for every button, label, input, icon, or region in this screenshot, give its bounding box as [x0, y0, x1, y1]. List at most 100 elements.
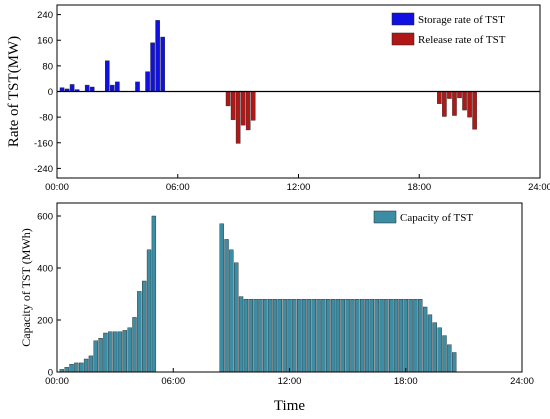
bar-2-s1-42: [316, 299, 321, 373]
bar-2-s1-61: [408, 299, 413, 373]
bar-2-s1-9: [98, 338, 103, 373]
bar-2-s1-34: [277, 299, 282, 373]
legend-swatch-1-2: [391, 32, 415, 46]
bar-2-s1-53: [369, 299, 375, 373]
bar-2-s1-40: [306, 299, 312, 373]
bar-2-s1-14: [122, 330, 128, 373]
bar-1-s2-10: [452, 91, 457, 116]
bar-1-s2-5: [245, 91, 251, 131]
bar-1-s2-11: [457, 91, 462, 99]
legend-swatch-1-1: [391, 12, 415, 26]
bar-1-s1-18: [145, 71, 150, 92]
bar-1-s1-6: [84, 84, 90, 92]
bar-2-s1-57: [389, 299, 394, 373]
x-tick-label-1-2: 06:00: [166, 182, 190, 193]
legend-label-1-2: Release rate of TST: [418, 34, 506, 46]
y-tick-label-1-1: 240: [37, 10, 53, 21]
bar-2-s1-59: [398, 299, 404, 373]
bar-1-s1-7: [89, 86, 95, 92]
bar-2-s1-28: [248, 299, 253, 373]
legend-swatch-2-1: [373, 210, 397, 224]
y-tick-label-2-2: 200: [37, 316, 53, 327]
bar-2-s1-38: [297, 299, 302, 373]
x-tick-label-2-4: 18:00: [394, 376, 418, 387]
bar-1-s2-2: [230, 91, 236, 120]
legend-label-1-1: Storage rate of TST: [418, 14, 505, 26]
x-tick-label-1-4: 18:00: [407, 182, 431, 193]
x-tick-label-1-1: 00:00: [45, 182, 69, 193]
bar-1-s1-3: [69, 84, 75, 92]
bar-2-s1-67: [437, 327, 442, 373]
bar-2-s1-41: [311, 299, 316, 373]
legend-label-2-1: Capacity of TST: [400, 212, 473, 224]
y-tick-label-1-3: 80: [42, 61, 53, 72]
bar-1-s2-4: [240, 91, 246, 126]
bar-2-s1-65: [427, 314, 433, 373]
bar-2-s1-12: [112, 331, 118, 373]
bar-2-s1-56: [384, 299, 389, 373]
bar-1-s1-10: [105, 60, 110, 92]
bar-2-s1-11: [108, 331, 113, 373]
bar-2-s1-31: [263, 299, 268, 373]
bar-2-s1-29: [253, 299, 258, 373]
bar-2-s1-63: [418, 299, 423, 373]
y-tick-label-2-1: 0: [48, 368, 53, 379]
y-tick-label-1-7: -240: [34, 164, 53, 175]
bar-2-s1-37: [292, 299, 297, 373]
y-tick-label-1-4: 0: [48, 87, 53, 98]
bar-2-s1-32: [267, 299, 273, 373]
bar-2-s1-68: [442, 335, 447, 373]
bar-1-s1-12: [115, 81, 120, 92]
bar-2-s1-18: [141, 280, 147, 373]
bar-2-s1-39: [301, 299, 307, 373]
x-tick-label-2-2: 06:00: [161, 376, 185, 387]
bar-2-s1-52: [364, 299, 370, 373]
bar-2-s1-55: [379, 299, 384, 373]
bar-2-s1-36: [287, 299, 292, 373]
bar-2-s1-17: [137, 291, 142, 373]
bar-1-s2-1: [225, 91, 231, 107]
bar-1-s2-7: [437, 91, 442, 104]
bar-2-s1-58: [393, 299, 399, 373]
x-tick-label-2-1: 00:00: [45, 376, 69, 387]
bar-2-s1-66: [432, 322, 437, 373]
bar-2-s1-60: [403, 299, 408, 373]
bar-2-s1-45: [330, 299, 336, 373]
bar-2-s1-19: [146, 249, 152, 373]
bar-1-s2-6: [250, 91, 256, 121]
bar-2-s1-10: [103, 332, 108, 373]
x-tick-label-2-5: 24:00: [510, 376, 534, 387]
bar-2-s1-54: [374, 299, 379, 373]
bar-2-s1-43: [321, 299, 326, 373]
bar-2-s1-49: [350, 299, 355, 373]
bar-2-s1-27: [243, 299, 249, 373]
bar-2-s1-20: [151, 215, 157, 373]
bar-2-s1-26: [238, 296, 244, 373]
bar-2-s1-8: [93, 340, 98, 373]
bar-2-s1-69: [447, 344, 452, 373]
bar-2-s1-13: [117, 331, 123, 373]
bar-1-s2-14: [472, 91, 477, 130]
bar-2-s1-50: [355, 299, 360, 373]
bar-2-s1-35: [282, 299, 287, 373]
bar-2-s1-30: [258, 299, 263, 373]
bar-2-s1-2: [64, 367, 69, 373]
bar-2-s1-51: [359, 299, 365, 373]
bar-2-s1-16: [132, 317, 137, 373]
bar-2-s1-70: [452, 352, 457, 373]
bar-2-s1-6: [83, 358, 89, 373]
bar-2-s1-23: [224, 239, 229, 373]
bar-1-s1-11: [110, 84, 115, 92]
bar-2-s1-33: [272, 299, 278, 373]
bar-2-s1-5: [79, 362, 84, 373]
y-tick-label-1-5: -80: [39, 113, 53, 124]
y-tick-label-1-6: -160: [34, 138, 53, 149]
bar-1-s1-16: [135, 81, 140, 92]
x-axis-label-2: Time: [274, 398, 305, 414]
bar-2-s1-62: [413, 299, 418, 373]
x-tick-label-1-5: 24:00: [528, 182, 550, 193]
bar-1-s2-13: [467, 91, 472, 118]
bar-1-s2-12: [462, 91, 467, 111]
